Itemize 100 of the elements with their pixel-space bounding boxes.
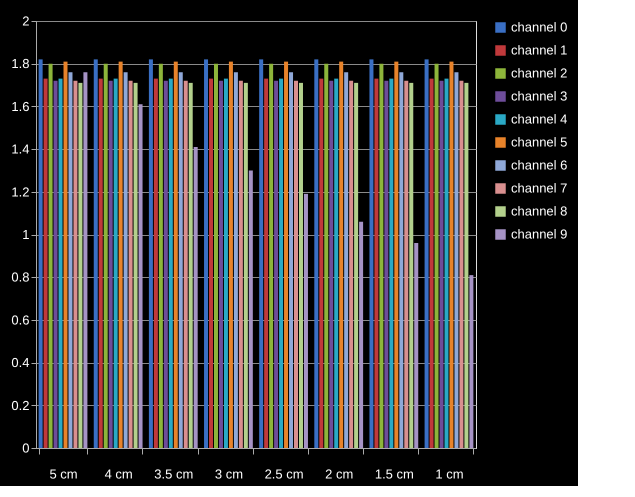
bar [158, 64, 163, 448]
bar [314, 59, 318, 448]
bar [334, 78, 338, 448]
x-tick-label: 2 cm [325, 466, 354, 482]
bar [248, 170, 253, 448]
bar [354, 82, 358, 448]
legend-label: channel 5 [511, 134, 568, 150]
y-tick-label: 1.8 [11, 56, 30, 72]
bar [344, 72, 348, 448]
x-tick-label: 1 cm [435, 466, 464, 482]
y-tick-label: 1.2 [11, 184, 30, 200]
bar [369, 59, 374, 448]
y-tick-label: 2 [22, 14, 30, 28]
bar [154, 78, 158, 448]
bar [284, 62, 288, 448]
bar [194, 146, 198, 448]
bar [98, 78, 103, 448]
bar [404, 80, 408, 448]
y-tick-label: 0 [22, 440, 30, 456]
bar [434, 64, 439, 448]
x-tick-label: 3.5 cm [154, 466, 194, 482]
bar [134, 82, 138, 448]
bar [73, 80, 78, 448]
bar [214, 64, 218, 448]
bar [178, 72, 183, 448]
legend-label: channel 6 [511, 158, 568, 172]
bar [48, 64, 53, 448]
bar [188, 82, 193, 448]
legend-label: channel 3 [511, 88, 568, 104]
bar [184, 80, 188, 448]
bar [279, 78, 284, 448]
legend-label: channel 8 [511, 204, 568, 218]
bar [399, 72, 404, 448]
bar [294, 80, 298, 448]
bar [124, 72, 128, 448]
bar [209, 78, 214, 448]
bar [424, 59, 429, 448]
bar [104, 64, 108, 448]
bar [329, 80, 334, 448]
bar [114, 78, 118, 448]
bar [444, 78, 448, 448]
legend-label: channel 4 [511, 112, 568, 126]
bar [430, 78, 434, 448]
bar [174, 62, 178, 448]
y-tick-label: 0.6 [11, 312, 30, 328]
bar [64, 62, 68, 448]
bar [244, 82, 248, 448]
y-tick-label: 0.2 [11, 398, 30, 413]
bar [94, 59, 98, 448]
y-tick-label: 1 [22, 227, 30, 242]
bar [389, 78, 394, 448]
bar [54, 80, 58, 448]
bar [83, 72, 88, 448]
bar [68, 72, 72, 448]
bar [409, 82, 414, 448]
bar [234, 72, 238, 448]
bar [138, 104, 143, 448]
y-tick-label: 1.4 [11, 142, 30, 157]
bar [44, 78, 48, 448]
bar [218, 80, 223, 448]
bar [374, 78, 378, 448]
y-tick-label: 1.6 [11, 98, 30, 114]
bar [319, 78, 324, 448]
x-tick-label: 5 cm [49, 466, 78, 482]
bar [298, 82, 303, 448]
bar [324, 64, 328, 448]
bar [269, 64, 274, 448]
bar [164, 80, 168, 448]
legend-label: channel 1 [511, 42, 568, 58]
bar [304, 194, 308, 448]
bar [78, 82, 82, 448]
bar [289, 72, 294, 448]
bar [449, 62, 454, 448]
bar [359, 222, 364, 448]
bar [259, 59, 264, 448]
bar [384, 80, 388, 448]
x-tick-label: 4 cm [104, 466, 133, 482]
x-tick-label: 2.5 cm [264, 466, 304, 482]
bar [274, 80, 278, 448]
bar [339, 62, 344, 448]
legend-label: channel 2 [511, 66, 568, 80]
bar [464, 82, 468, 448]
legend-label: channel 9 [511, 226, 568, 242]
bar [128, 80, 133, 448]
bar [440, 80, 444, 448]
y-tick-label: 0.8 [11, 270, 30, 285]
bar [264, 78, 268, 448]
legend-label: channel 0 [511, 20, 568, 34]
bar [454, 72, 458, 448]
bar [204, 59, 208, 448]
bar [108, 80, 113, 448]
legend-label: channel 7 [511, 180, 568, 196]
x-tick-label: 3 cm [214, 466, 244, 482]
bar [459, 80, 464, 448]
y-tick-label: 0.4 [11, 355, 30, 370]
bar [38, 59, 43, 448]
bar [228, 62, 233, 448]
bar [168, 78, 173, 448]
bar [469, 275, 474, 448]
bar [349, 80, 354, 448]
